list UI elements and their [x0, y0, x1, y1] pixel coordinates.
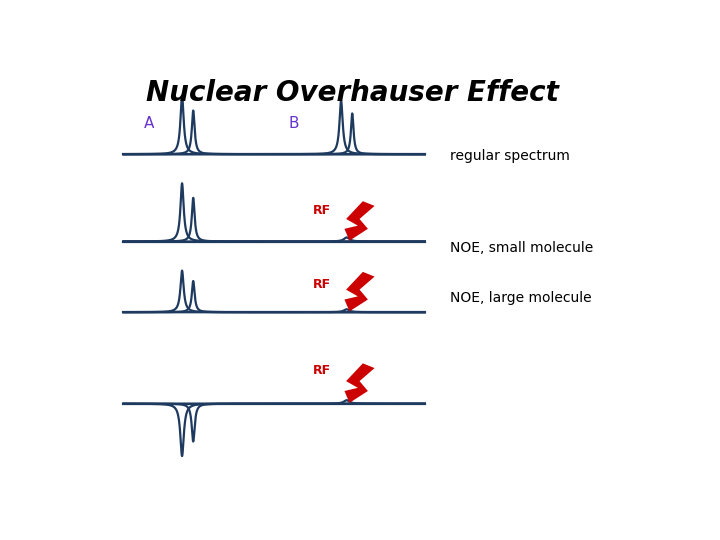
Text: regular spectrum: regular spectrum [450, 149, 570, 163]
Text: RF: RF [313, 204, 331, 217]
Text: NOE, small molecule: NOE, small molecule [450, 241, 593, 255]
Text: RF: RF [313, 279, 331, 292]
Polygon shape [344, 272, 374, 312]
Polygon shape [344, 363, 374, 403]
Text: NOE, large molecule: NOE, large molecule [450, 291, 592, 305]
Text: B: B [289, 116, 299, 131]
Polygon shape [344, 201, 374, 241]
Text: Nuclear Overhauser Effect: Nuclear Overhauser Effect [146, 79, 559, 107]
Text: RF: RF [313, 363, 331, 377]
Text: A: A [143, 116, 154, 131]
